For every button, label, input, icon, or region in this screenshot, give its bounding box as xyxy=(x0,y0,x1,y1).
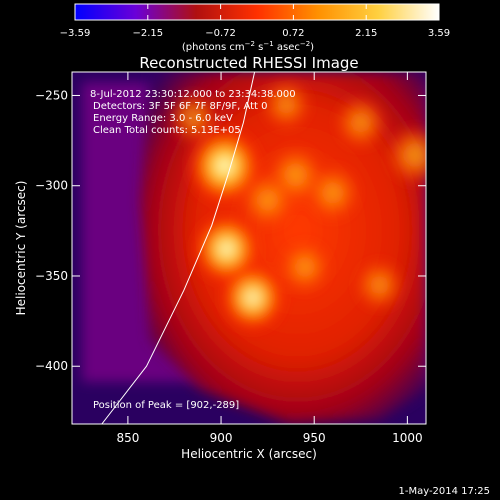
colorbar-tick-label: −0.72 xyxy=(205,28,236,39)
colorbar-tick-label: 2.15 xyxy=(355,28,377,39)
annotation-detectors: Detectors: 3F 5F 6F 7F 8F/9F, Att 0 xyxy=(93,101,268,112)
colorbar-tick-label: 3.59 xyxy=(428,28,450,39)
annotation-clean: Clean Total counts: 5.13E+05 xyxy=(93,125,241,136)
heatmap-source xyxy=(167,90,219,145)
x-tick-label: 950 xyxy=(303,431,326,445)
y-tick-label: −250 xyxy=(35,88,68,102)
x-tick-label: 1000 xyxy=(392,431,423,445)
heatmap-source xyxy=(277,238,332,296)
colorbar-units: (photons cm−2 s−1 asec−2) xyxy=(182,40,314,53)
heatmap-image xyxy=(72,72,426,424)
footer-date: 1-May-2014 17:25 xyxy=(398,486,490,497)
colorbar xyxy=(74,3,440,21)
solar-limb-curve xyxy=(101,72,256,424)
x-axis-label: Heliocentric X (arcsec) xyxy=(181,447,317,461)
y-tick-label: −300 xyxy=(35,179,68,193)
heatmap-source xyxy=(304,163,362,223)
colorbar-ticks: −3.59 −2.15 −0.72 0.72 2.15 3.59 xyxy=(60,4,450,39)
annotation-peak: Position of Peak = [902,-289] xyxy=(93,400,239,411)
heatmap-source xyxy=(239,170,296,230)
x-tick-label: 900 xyxy=(210,431,233,445)
x-tick-label: 850 xyxy=(116,431,139,445)
heatmap-source xyxy=(260,77,312,132)
y-tick-label: −350 xyxy=(35,269,68,283)
colorbar-tick-label: −3.59 xyxy=(60,28,91,39)
y-axis-ticks: −250 −300 −350 −400 xyxy=(35,88,426,373)
heatmap-source xyxy=(217,261,288,335)
colorbar-tick-label: 0.72 xyxy=(282,28,304,39)
heatmap-source xyxy=(333,94,388,151)
heatmap-source xyxy=(384,123,426,187)
heatmap-source xyxy=(353,258,406,312)
annotation-time: 8-Jul-2012 23:30:12.000 to 23:34:38.000 xyxy=(90,89,296,100)
colorbar-tick-label: −2.15 xyxy=(132,28,163,39)
chart-title: Reconstructed RHESSI Image xyxy=(139,54,358,72)
annotation-energy: Energy Range: 3.0 - 6.0 keV xyxy=(93,113,233,124)
heatmap-sources xyxy=(167,77,426,335)
plot-frame xyxy=(71,71,427,425)
y-tick-label: −400 xyxy=(35,359,68,373)
x-axis-ticks: 850 900 950 1000 xyxy=(116,72,423,445)
y-axis-label: Heliocentric Y (arcsec) xyxy=(14,181,28,316)
